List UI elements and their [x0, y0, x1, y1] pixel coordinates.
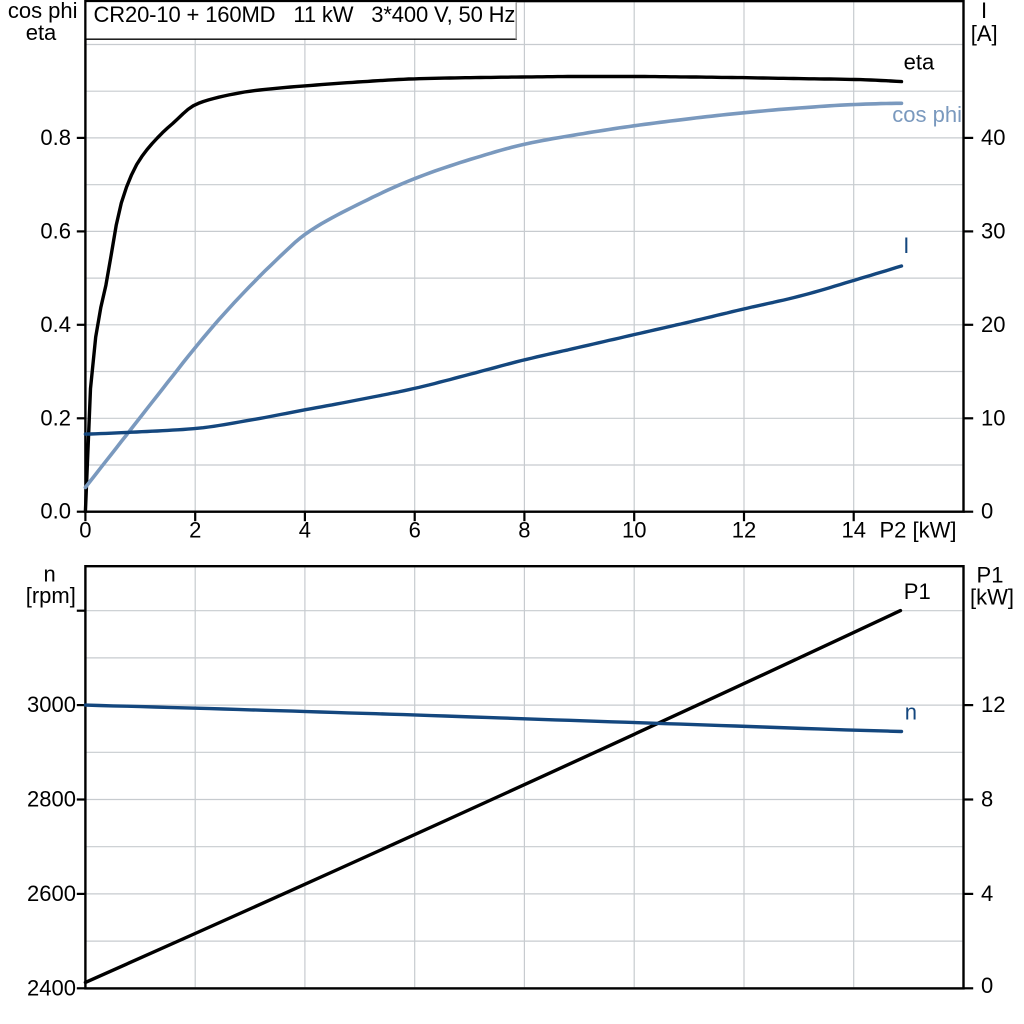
svg-text:n: n [905, 700, 917, 725]
svg-text:2400: 2400 [27, 975, 76, 1000]
svg-text:4: 4 [299, 517, 311, 542]
svg-text:8: 8 [518, 517, 530, 542]
svg-text:P1: P1 [977, 563, 1004, 588]
svg-text:eta: eta [26, 20, 57, 45]
svg-text:P1: P1 [904, 579, 931, 604]
svg-text:0.8: 0.8 [40, 125, 71, 150]
svg-text:0.0: 0.0 [40, 499, 71, 524]
svg-text:4: 4 [981, 881, 993, 906]
svg-text:[kW]: [kW] [970, 585, 1014, 610]
svg-text:40: 40 [981, 125, 1005, 150]
svg-text:10: 10 [981, 405, 1005, 430]
svg-text:cos phi: cos phi [8, 0, 78, 23]
svg-text:CR20-10 + 160MD 11 kW 3*40: CR20-10 + 160MD 11 kW 3*400 V, 50 Hz [94, 2, 516, 27]
svg-text:0: 0 [79, 517, 91, 542]
svg-text:2800: 2800 [27, 787, 76, 812]
svg-text:0.6: 0.6 [40, 218, 71, 243]
svg-text:I: I [981, 0, 987, 23]
svg-text:0: 0 [981, 973, 993, 998]
svg-text:6: 6 [409, 517, 421, 542]
svg-text:P2 [kW]: P2 [kW] [880, 517, 957, 542]
svg-text:[rpm]: [rpm] [26, 583, 76, 608]
svg-text:3000: 3000 [27, 692, 76, 717]
svg-text:2600: 2600 [27, 881, 76, 906]
svg-text:[A]: [A] [971, 21, 998, 46]
svg-text:12: 12 [732, 517, 756, 542]
svg-text:10: 10 [622, 517, 646, 542]
svg-text:30: 30 [981, 218, 1005, 243]
svg-text:2: 2 [189, 517, 201, 542]
svg-text:I: I [903, 233, 909, 258]
svg-text:0.2: 0.2 [40, 405, 71, 430]
svg-text:14: 14 [841, 517, 865, 542]
svg-text:20: 20 [981, 312, 1005, 337]
svg-text:8: 8 [981, 787, 993, 812]
svg-text:12: 12 [981, 692, 1005, 717]
svg-text:cos phi: cos phi [892, 102, 962, 127]
svg-text:0: 0 [981, 499, 993, 524]
svg-text:0.4: 0.4 [40, 312, 71, 337]
svg-text:eta: eta [904, 49, 935, 74]
svg-text:n: n [43, 562, 55, 587]
